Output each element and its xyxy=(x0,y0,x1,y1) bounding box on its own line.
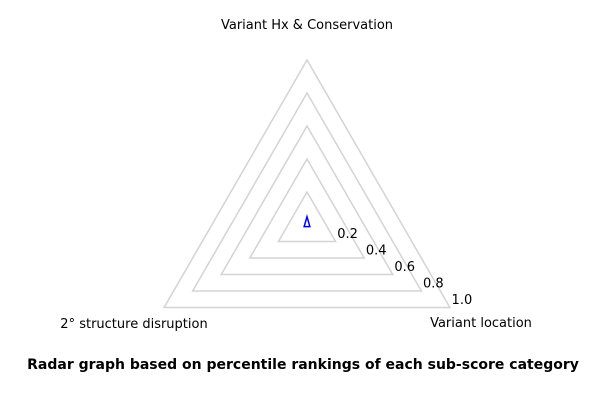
grid-triangle-1.0 xyxy=(162,58,452,309)
grid-triangle-0.4 xyxy=(248,157,366,259)
radial-tick-label-0.4: 0.4 xyxy=(366,244,387,259)
grid-triangle-0.6 xyxy=(219,124,395,276)
axis-label-variant-hx-conservation: Variant Hx & Conservation xyxy=(220,18,394,33)
figure-caption: Radar graph based on percentile rankings… xyxy=(27,357,579,373)
axis-label-secondary-structure-disruption: 2° structure disruption xyxy=(60,317,208,332)
radial-tick-label-1.0: 1.0 xyxy=(452,293,473,308)
radial-tick-label-0.2: 0.2 xyxy=(337,227,358,242)
radial-tick-label-0.6: 0.6 xyxy=(394,260,415,275)
axis-label-variant-location: Variant location xyxy=(430,316,532,331)
radial-tick-label-0.8: 0.8 xyxy=(423,277,444,292)
grid-triangle-0.8 xyxy=(191,91,423,292)
data-polygon xyxy=(303,214,311,228)
grid-triangle-0.2 xyxy=(277,190,337,243)
